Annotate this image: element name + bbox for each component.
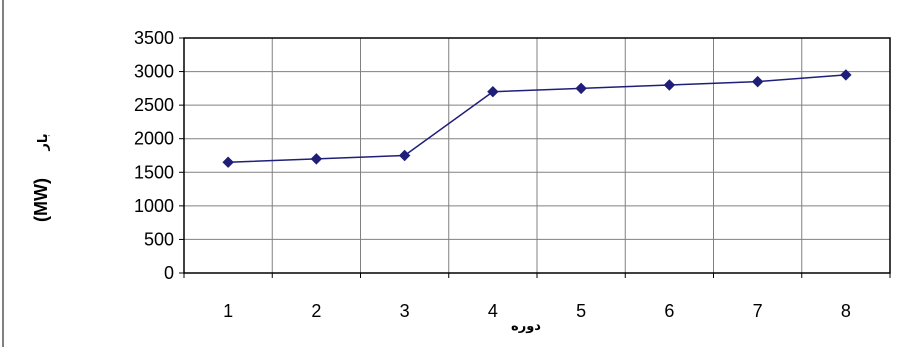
data-point-marker xyxy=(575,82,587,95)
data-point-marker xyxy=(222,156,234,168)
x-axis-tick-labels: 1 2 3 4 5 6 7 8 xyxy=(223,301,851,321)
data-point-marker xyxy=(751,75,764,88)
y-tick-label: 2500 xyxy=(134,95,174,115)
data-point-marker xyxy=(487,86,499,98)
series-line xyxy=(228,74,846,163)
x-tick-label: 4 xyxy=(488,301,498,321)
y-tick-label: 3500 xyxy=(134,28,174,48)
x-tick-label: 8 xyxy=(841,301,851,321)
data-point-marker xyxy=(663,79,676,91)
x-tick-label: 7 xyxy=(753,301,763,321)
data-point-marker xyxy=(310,153,323,165)
y-tick-label: 1500 xyxy=(134,162,174,182)
axis-ticks xyxy=(179,37,891,278)
x-axis-title: دوره xyxy=(511,318,541,333)
y-tick-label: 0 xyxy=(164,263,174,283)
y-axis-title-unit: (MW) xyxy=(31,178,51,222)
series-group xyxy=(222,69,852,168)
y-tick-label: 1000 xyxy=(134,196,174,216)
x-tick-label: 1 xyxy=(223,301,233,321)
y-tick-label: 2000 xyxy=(134,129,174,149)
data-point-marker xyxy=(840,69,852,81)
y-axis-title-word: بار xyxy=(35,133,50,151)
x-tick-label: 3 xyxy=(400,301,410,321)
y-tick-label: 3000 xyxy=(134,62,174,82)
x-tick-label: 5 xyxy=(576,301,586,321)
x-tick-label: 6 xyxy=(664,301,674,321)
y-tick-label: 500 xyxy=(144,229,174,249)
gridlines xyxy=(184,38,890,273)
x-tick-label: 2 xyxy=(311,301,321,321)
y-axis-tick-labels: 0 500 1000 1500 2000 2500 3000 3500 xyxy=(134,28,174,283)
data-point-marker xyxy=(398,149,411,162)
